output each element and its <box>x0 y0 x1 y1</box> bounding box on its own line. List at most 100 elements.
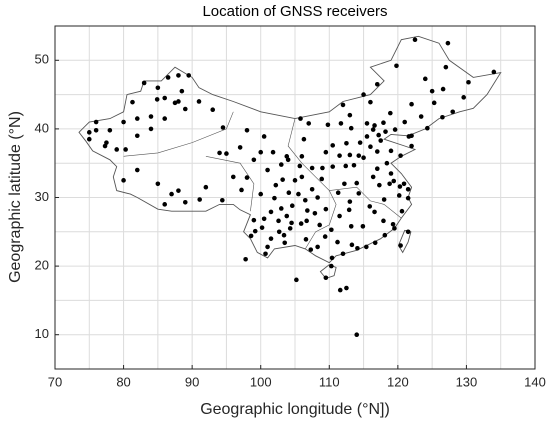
receiver-point <box>86 136 92 142</box>
x-tick-label: 110 <box>319 374 340 389</box>
province-border <box>123 111 234 157</box>
receiver-point <box>182 200 188 205</box>
receiver-point <box>292 178 298 183</box>
receiver-point <box>329 255 335 261</box>
receiver-point <box>372 123 377 128</box>
receiver-point <box>387 181 392 187</box>
receiver-point <box>330 164 336 169</box>
receiver-point <box>289 203 295 209</box>
country-border <box>319 264 337 279</box>
receiver-point <box>259 225 265 230</box>
receiver-point <box>134 167 140 173</box>
receiver-point <box>258 149 264 155</box>
receiver-point <box>230 174 236 180</box>
receiver-point <box>278 206 284 211</box>
receiver-point <box>429 88 435 94</box>
receiver-point <box>374 82 380 87</box>
receiver-point <box>344 141 349 146</box>
receiver-point <box>148 126 154 132</box>
receiver-point <box>203 184 209 190</box>
receiver-point <box>374 149 380 154</box>
receiver-point <box>319 176 325 182</box>
receiver-point <box>304 218 309 224</box>
receiver-point <box>466 79 471 85</box>
receiver-point <box>340 102 346 108</box>
receiver-point <box>374 166 380 171</box>
receiver-point <box>107 127 113 133</box>
receiver-point <box>390 221 396 227</box>
receiver-point <box>364 121 370 126</box>
receiver-point <box>217 150 222 156</box>
receiver-point <box>364 134 370 139</box>
receiver-point <box>287 226 293 231</box>
receiver-point <box>364 244 369 250</box>
receiver-point <box>309 165 315 171</box>
receiver-point <box>330 143 336 148</box>
receiver-point <box>93 127 99 133</box>
receiver-point <box>343 163 349 169</box>
x-tick-label: 140 <box>524 374 546 389</box>
receiver-point <box>298 221 304 226</box>
receiver-point <box>354 180 360 186</box>
receiver-point <box>121 178 126 183</box>
receiver-point <box>141 80 147 86</box>
receiver-point <box>372 240 378 246</box>
receiver-point <box>93 119 99 125</box>
chart-title: Location of GNSS receivers <box>202 3 387 20</box>
receiver-point <box>155 181 161 187</box>
x-tick-label: 120 <box>387 374 409 389</box>
province-border <box>205 156 255 212</box>
receiver-point <box>347 112 353 118</box>
receiver-point <box>176 73 181 78</box>
receiver-point <box>134 116 140 121</box>
y-axis-label: Geographic latitude (°N) <box>7 111 24 283</box>
receiver-point <box>210 107 216 112</box>
receiver-point <box>383 129 388 134</box>
receiver-point <box>282 240 288 246</box>
receiver-point <box>165 75 171 80</box>
receiver-point <box>337 213 342 219</box>
receiver-point <box>394 63 399 69</box>
points <box>86 37 497 338</box>
receiver-point <box>312 210 318 216</box>
receiver-point <box>354 332 360 338</box>
receiver-point <box>398 153 403 158</box>
receiver-point <box>370 127 376 132</box>
receiver-point <box>431 100 437 106</box>
grid <box>54 26 536 369</box>
receiver-point <box>169 191 174 197</box>
receiver-point <box>397 184 403 189</box>
receiver-point <box>270 149 276 155</box>
receiver-point <box>360 224 366 229</box>
receiver-point <box>154 97 160 102</box>
country-border <box>397 229 412 254</box>
receiver-point <box>263 251 268 257</box>
receiver-point <box>244 175 250 180</box>
receiver-point <box>320 165 325 171</box>
receiver-point <box>356 191 362 196</box>
receiver-point <box>342 181 347 187</box>
receiver-point <box>445 40 451 46</box>
receiver-point <box>301 136 307 142</box>
receiver-point <box>239 187 244 193</box>
receiver-point <box>323 149 329 155</box>
receiver-point <box>349 242 355 248</box>
receiver-point <box>197 197 202 202</box>
receiver-point <box>381 197 387 202</box>
receiver-point <box>401 181 407 187</box>
receiver-point <box>176 99 181 104</box>
y-tick-label: 40 <box>35 120 49 135</box>
receiver-point <box>286 190 292 195</box>
receiver-point <box>243 256 248 262</box>
receiver-point <box>258 191 264 197</box>
receiver-point <box>388 171 394 176</box>
receiver-point <box>155 85 161 91</box>
receiver-point <box>344 285 349 291</box>
receiver-point <box>361 92 366 97</box>
receiver-point <box>322 234 328 239</box>
receiver-point <box>284 213 290 219</box>
receiver-point <box>361 155 366 161</box>
receiver-point <box>130 99 135 105</box>
receiver-point <box>305 208 310 213</box>
receiver-point <box>251 157 257 163</box>
